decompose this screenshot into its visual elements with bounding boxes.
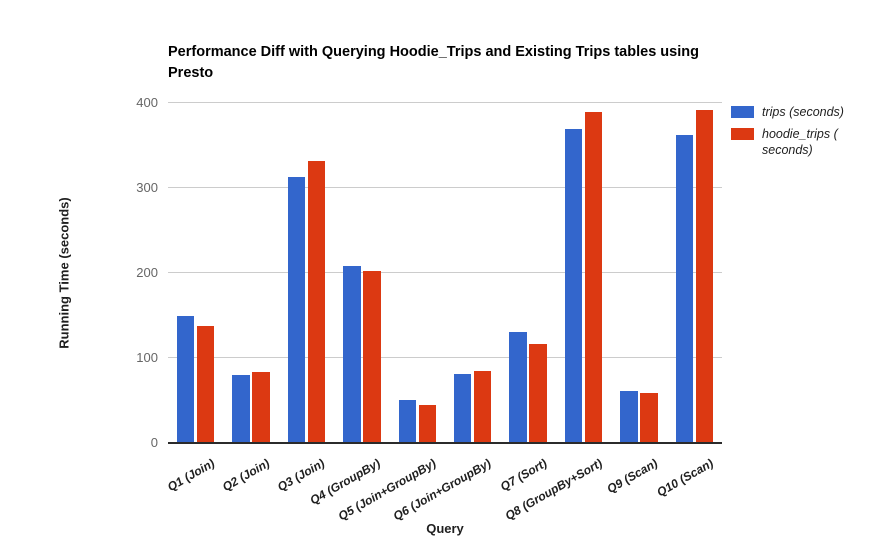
- bar-hoodie_trips-4: [363, 271, 381, 443]
- bar-hoodie_trips-9: [640, 392, 658, 443]
- bar-hoodie_trips-7: [529, 343, 547, 443]
- gridline-300: [168, 187, 722, 188]
- bar-trips-7: [509, 331, 527, 443]
- bar-hoodie_trips-1: [196, 325, 215, 443]
- legend-label-trips: trips (seconds): [762, 105, 844, 119]
- legend-item-trips: trips (seconds): [731, 104, 844, 120]
- bar-hoodie_trips-10: [695, 109, 714, 443]
- x-tick-label-2: Q2 (Join): [220, 456, 273, 495]
- legend-item-hoodie-trips: hoodie_trips ( seconds): [731, 126, 844, 158]
- bar-hoodie_trips-5: [418, 404, 437, 443]
- chart-title: Performance Diff with Querying Hoodie_Tr…: [168, 44, 699, 81]
- bar-trips-1: [176, 315, 195, 443]
- y-tick-label-100: 100: [136, 350, 158, 365]
- gridline-400: [168, 102, 722, 103]
- bar-trips-9: [620, 391, 638, 443]
- y-tick-label-400: 400: [136, 95, 158, 110]
- bar-trips-2: [232, 375, 250, 443]
- bar-hoodie_trips-2: [252, 371, 270, 443]
- bar-trips-3: [287, 176, 306, 443]
- bar-hoodie_trips-8: [584, 111, 603, 443]
- bar-trips-4: [343, 266, 361, 443]
- x-tick-label-6: Q6 (Join+GroupBy): [391, 456, 494, 524]
- x-tick-label-5: Q5 (Join+GroupBy): [335, 456, 439, 524]
- x-tick-label-1: Q1 (Join): [164, 456, 217, 495]
- legend-swatch-trips: [731, 106, 754, 118]
- x-tick-label-9: Q9 (Scan): [604, 456, 660, 497]
- x-tick-label-8: Q8 (GroupBy+Sort): [502, 456, 605, 523]
- y-tick-label-300: 300: [136, 180, 158, 195]
- bar-trips-8: [564, 128, 583, 443]
- y-tick-label-0: 0: [150, 435, 158, 450]
- bar-hoodie_trips-6: [473, 370, 492, 443]
- x-tick-label-10: Q10 (Scan): [654, 456, 716, 500]
- legend-label-hoodie-trips: hoodie_trips ( seconds): [762, 127, 838, 157]
- legend-swatch-hoodie-trips: [731, 128, 754, 140]
- bar-trips-10: [675, 135, 694, 443]
- gridline-100: [168, 357, 722, 358]
- x-axis-title: Query: [426, 521, 464, 536]
- bar-hoodie_trips-3: [307, 160, 326, 443]
- bar-trips-5: [398, 399, 417, 443]
- y-tick-label-200: 200: [136, 265, 158, 280]
- bar-trips-6: [453, 374, 472, 443]
- legend: trips (seconds) hoodie_trips ( seconds): [731, 104, 844, 164]
- gridline-200: [168, 272, 722, 273]
- plot-area: [168, 102, 722, 444]
- x-axis-baseline: [168, 442, 722, 444]
